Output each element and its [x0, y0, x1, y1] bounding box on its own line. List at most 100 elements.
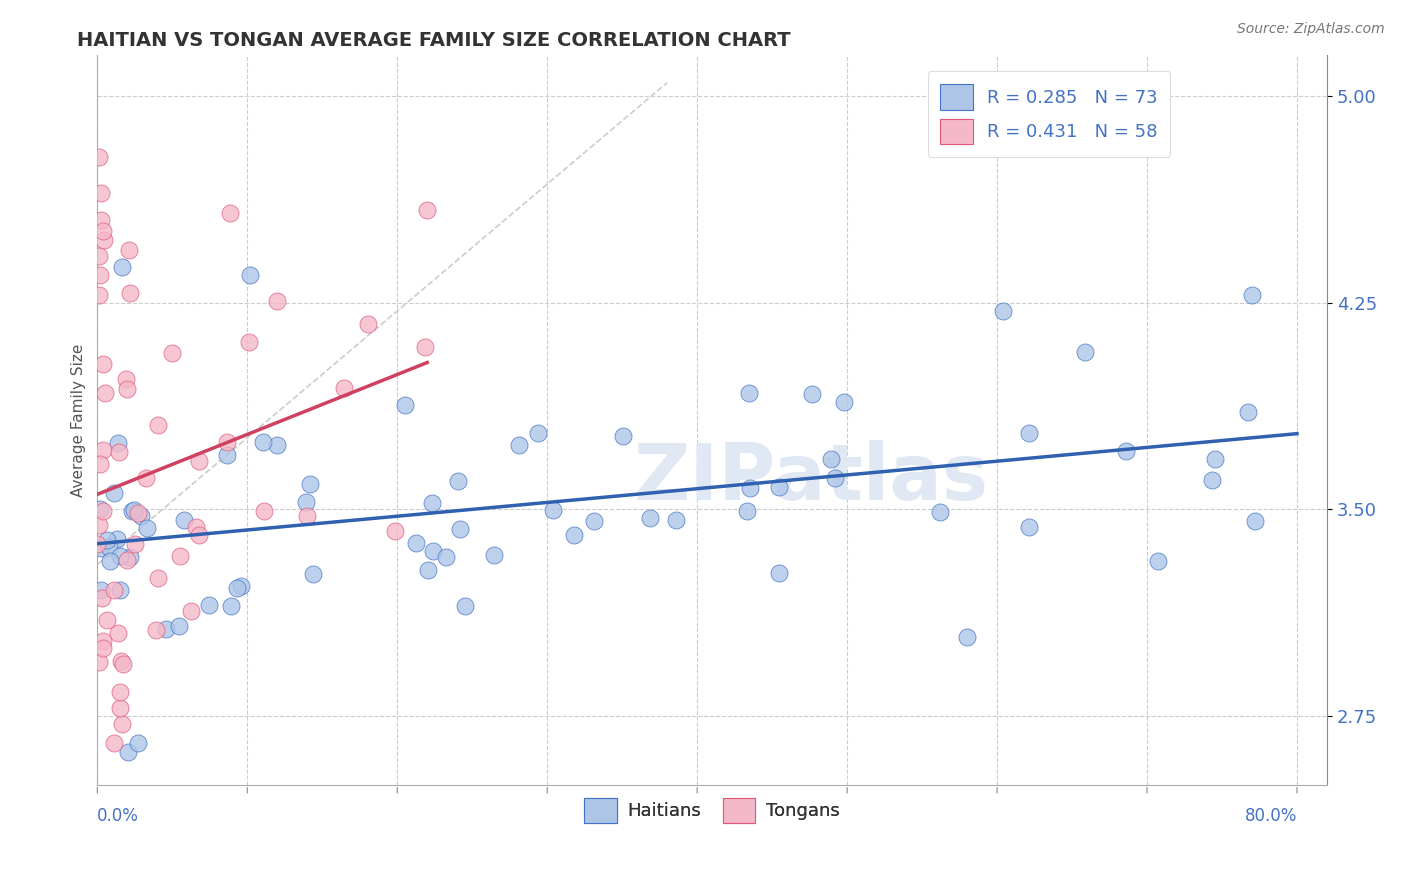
Point [110, 700, 132, 714]
Point [93, 443, 115, 458]
Point [108, 549, 131, 563]
Point [124, 537, 146, 551]
Point [449, 522, 471, 536]
Point [422, 544, 444, 558]
Point [394, 398, 416, 412]
Point [768, 566, 790, 581]
Point [93, 504, 115, 518]
Point [107, 444, 129, 458]
Point [612, 429, 634, 443]
Point [89, 213, 111, 227]
Point [333, 381, 356, 395]
Point [198, 598, 221, 612]
Point [266, 438, 288, 452]
Point [416, 203, 439, 218]
Point [1146, 554, 1168, 568]
Point [91, 224, 114, 238]
Point [103, 486, 125, 500]
Point [127, 736, 149, 750]
Point [665, 514, 688, 528]
Point [117, 382, 139, 396]
Point [135, 521, 157, 535]
Point [1018, 520, 1040, 534]
Point [107, 626, 129, 640]
Point [111, 657, 134, 671]
Text: HAITIAN VS TONGAN AVERAGE FAMILY SIZE CORRELATION CHART: HAITIAN VS TONGAN AVERAGE FAMILY SIZE CO… [77, 31, 792, 50]
Point [420, 496, 443, 510]
Point [180, 603, 202, 617]
Point [98, 540, 121, 554]
Point [87, 249, 110, 263]
Point [229, 579, 252, 593]
Point [148, 417, 170, 432]
Point [820, 452, 842, 467]
Point [89, 268, 111, 283]
Point [131, 509, 153, 524]
Point [187, 454, 209, 468]
Point [929, 505, 952, 519]
Point [1018, 426, 1040, 441]
Point [87, 656, 110, 670]
Point [145, 623, 167, 637]
Point [118, 244, 141, 258]
Point [1240, 287, 1263, 301]
Point [89, 287, 111, 301]
Point [96, 533, 118, 547]
Point [110, 654, 132, 668]
Point [103, 582, 125, 597]
Point [447, 475, 470, 489]
Point [98, 554, 121, 568]
Point [1244, 514, 1267, 528]
Point [238, 335, 260, 350]
Point [117, 745, 139, 759]
Point [298, 477, 321, 491]
Point [135, 471, 157, 485]
Point [738, 481, 761, 495]
Point [405, 535, 427, 549]
Point [90, 541, 112, 555]
Point [482, 549, 505, 563]
Point [956, 630, 979, 644]
Point [108, 685, 131, 699]
Point [87, 518, 110, 533]
Point [215, 434, 238, 449]
Point [114, 372, 136, 386]
Point [1237, 405, 1260, 419]
Text: Source: ZipAtlas.com: Source: ZipAtlas.com [1237, 22, 1385, 37]
Point [86, 537, 108, 551]
Point [527, 426, 550, 441]
Point [541, 502, 564, 516]
Point [89, 501, 111, 516]
Point [266, 293, 288, 308]
Point [295, 508, 318, 523]
Point [90, 186, 112, 200]
Point [93, 385, 115, 400]
Point [219, 206, 242, 220]
Point [169, 549, 191, 563]
Point [160, 345, 183, 359]
Text: 0.0%: 0.0% [97, 806, 139, 825]
Point [302, 567, 325, 582]
Point [834, 395, 856, 409]
Point [173, 513, 195, 527]
Point [735, 504, 758, 518]
Point [87, 150, 110, 164]
Point [110, 260, 132, 274]
Point [993, 304, 1015, 318]
Point [562, 528, 585, 542]
Y-axis label: Average Family Size: Average Family Size [72, 343, 86, 497]
Text: ZIPatlas: ZIPatlas [633, 441, 988, 516]
Point [111, 717, 134, 731]
Point [239, 268, 262, 283]
Point [1115, 443, 1137, 458]
Point [418, 563, 440, 577]
Point [89, 457, 111, 471]
Point [108, 582, 131, 597]
Point [295, 495, 318, 509]
Point [357, 317, 380, 331]
Point [105, 532, 128, 546]
Point [90, 591, 112, 606]
Point [184, 520, 207, 534]
Point [187, 528, 209, 542]
Point [107, 436, 129, 450]
